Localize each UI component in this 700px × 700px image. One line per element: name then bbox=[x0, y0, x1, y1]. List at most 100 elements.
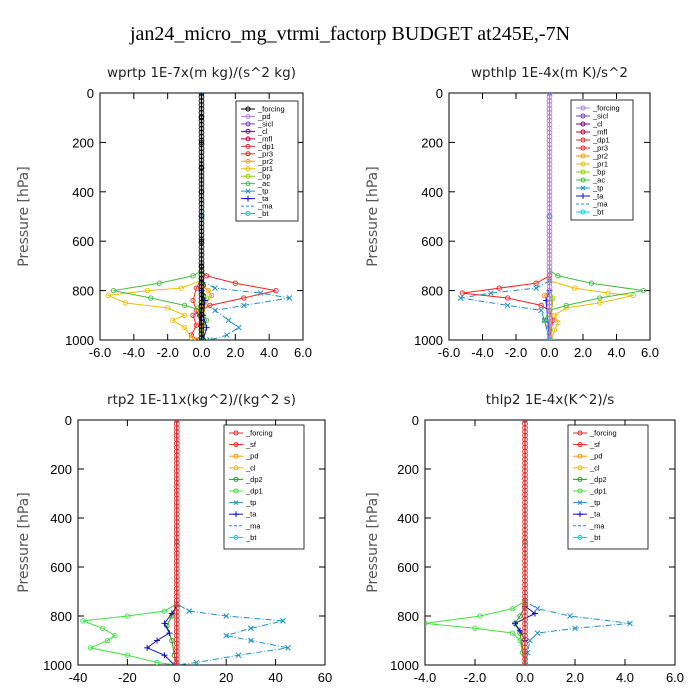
data-point bbox=[223, 613, 230, 619]
x-tick-label: -40 bbox=[69, 670, 88, 685]
data-point bbox=[161, 620, 168, 627]
data-point bbox=[555, 273, 561, 279]
data-point bbox=[161, 608, 168, 614]
data-point bbox=[572, 625, 578, 632]
legend-marker bbox=[577, 453, 583, 459]
legend-box bbox=[223, 424, 305, 550]
x-tick-label: 6.0 bbox=[294, 345, 312, 360]
legend-label: _ma bbox=[257, 202, 273, 211]
data-point bbox=[193, 285, 200, 291]
legend-label: _bp bbox=[257, 172, 271, 181]
legend-label: _pr1 bbox=[257, 164, 273, 173]
data-point bbox=[105, 292, 112, 299]
legend-marker bbox=[580, 209, 586, 215]
data-point bbox=[257, 290, 264, 296]
legend-marker bbox=[580, 113, 586, 119]
panel-title: rtp2 1E-11x(kg^2)/(kg^2 s) bbox=[107, 392, 296, 408]
y-tick-label: 1000 bbox=[43, 658, 72, 673]
legend-label: _dp1 bbox=[245, 487, 263, 496]
data-point bbox=[80, 618, 86, 624]
legend-label: _forcing bbox=[245, 429, 273, 438]
data-point bbox=[232, 280, 238, 286]
legend-label: _pr3 bbox=[592, 144, 608, 153]
data-point bbox=[165, 305, 171, 311]
legend-marker bbox=[245, 211, 251, 217]
legend-marker bbox=[577, 476, 583, 482]
x-tick-label: 0.0 bbox=[192, 345, 210, 360]
data-point bbox=[532, 610, 538, 617]
legend-marker bbox=[577, 465, 583, 471]
legend-label: _pr2 bbox=[257, 157, 273, 166]
legend-label: _tp bbox=[257, 187, 268, 196]
legend-marker bbox=[233, 465, 239, 471]
data-point bbox=[181, 324, 188, 331]
data-point bbox=[248, 625, 254, 632]
data-point bbox=[551, 312, 558, 318]
y-tick-label: 600 bbox=[397, 560, 419, 575]
chart-panels: wprtp 1E-7x(m kg)/(s^2 kg) Pressure [hPa]… bbox=[16, 65, 684, 685]
legend-label: _bp bbox=[592, 168, 606, 177]
y-axis-label: Pressure [hPa] bbox=[16, 166, 32, 266]
y-tick-label: 200 bbox=[72, 135, 94, 150]
data-point bbox=[87, 645, 94, 651]
legend-marker bbox=[577, 488, 583, 494]
legend-marker bbox=[580, 145, 586, 151]
legend-marker bbox=[245, 121, 251, 127]
data-point bbox=[188, 334, 194, 340]
data-point bbox=[190, 297, 196, 304]
legend-label: _dp1 bbox=[592, 136, 610, 145]
y-tick-label: 400 bbox=[50, 511, 72, 526]
x-tick-label: 4.0 bbox=[616, 670, 634, 685]
x-tick-label: 6.0 bbox=[641, 345, 659, 360]
legend-label: _pd bbox=[589, 452, 603, 461]
data-point bbox=[181, 302, 188, 309]
data-point bbox=[534, 605, 541, 612]
data-point bbox=[630, 292, 636, 299]
data-point bbox=[207, 302, 213, 309]
legend-marker bbox=[245, 195, 251, 202]
chart-panel-4: thlp2 1E-4x(K^2)/s Pressure [hPa] -4.0 -2.0… bbox=[365, 392, 684, 685]
data-point bbox=[124, 613, 131, 619]
legend-marker bbox=[233, 534, 239, 540]
legend: _forcing_sicl_cl_mfl_dp1_pr3_pr2_pr1_bp_… bbox=[570, 99, 634, 221]
data-point bbox=[605, 290, 611, 296]
legend-marker bbox=[580, 169, 586, 175]
series-line-pr1 bbox=[106, 93, 202, 340]
data-point bbox=[567, 613, 573, 619]
legend-label: _sicl bbox=[257, 119, 273, 128]
data-point bbox=[122, 300, 129, 306]
data-point bbox=[178, 285, 184, 291]
data-point bbox=[100, 625, 106, 631]
legend-label: _tp bbox=[592, 184, 603, 193]
data-point bbox=[640, 287, 646, 294]
legend-label: _dp1 bbox=[589, 487, 607, 496]
legend-label: _cl bbox=[257, 127, 268, 136]
x-tick-label: 2.0 bbox=[566, 670, 584, 685]
series-group bbox=[425, 420, 633, 665]
data-point bbox=[224, 332, 230, 338]
data-point bbox=[538, 307, 544, 314]
data-point bbox=[597, 295, 603, 301]
y-tick-label: 800 bbox=[397, 609, 419, 624]
y-tick-label: 400 bbox=[421, 185, 443, 200]
legend-label: _pr1 bbox=[592, 160, 608, 169]
x-tick-label: 6.0 bbox=[666, 670, 684, 685]
y-tick-label: 200 bbox=[397, 462, 419, 477]
data-point bbox=[186, 608, 193, 614]
series-line-pr1 bbox=[549, 93, 634, 340]
x-tick-label: -2.0 bbox=[505, 345, 527, 360]
x-tick-label: 2.0 bbox=[574, 345, 592, 360]
x-tick-label: 4.0 bbox=[260, 345, 278, 360]
data-point bbox=[161, 652, 168, 659]
y-axis-label: Pressure [hPa] bbox=[16, 492, 32, 592]
data-point bbox=[205, 287, 211, 294]
x-tick-label: 2.0 bbox=[226, 345, 244, 360]
data-point bbox=[627, 620, 633, 627]
data-point bbox=[488, 290, 494, 296]
legend-marker bbox=[245, 151, 251, 157]
data-point bbox=[533, 280, 539, 286]
y-tick-label: 200 bbox=[421, 135, 443, 150]
legend: _forcing_pd_sicl_cl_mfl_dp1_pr3_pr2_pr1_… bbox=[235, 100, 299, 222]
series-line-tp bbox=[176, 420, 288, 665]
legend-label: _pr2 bbox=[592, 152, 608, 161]
